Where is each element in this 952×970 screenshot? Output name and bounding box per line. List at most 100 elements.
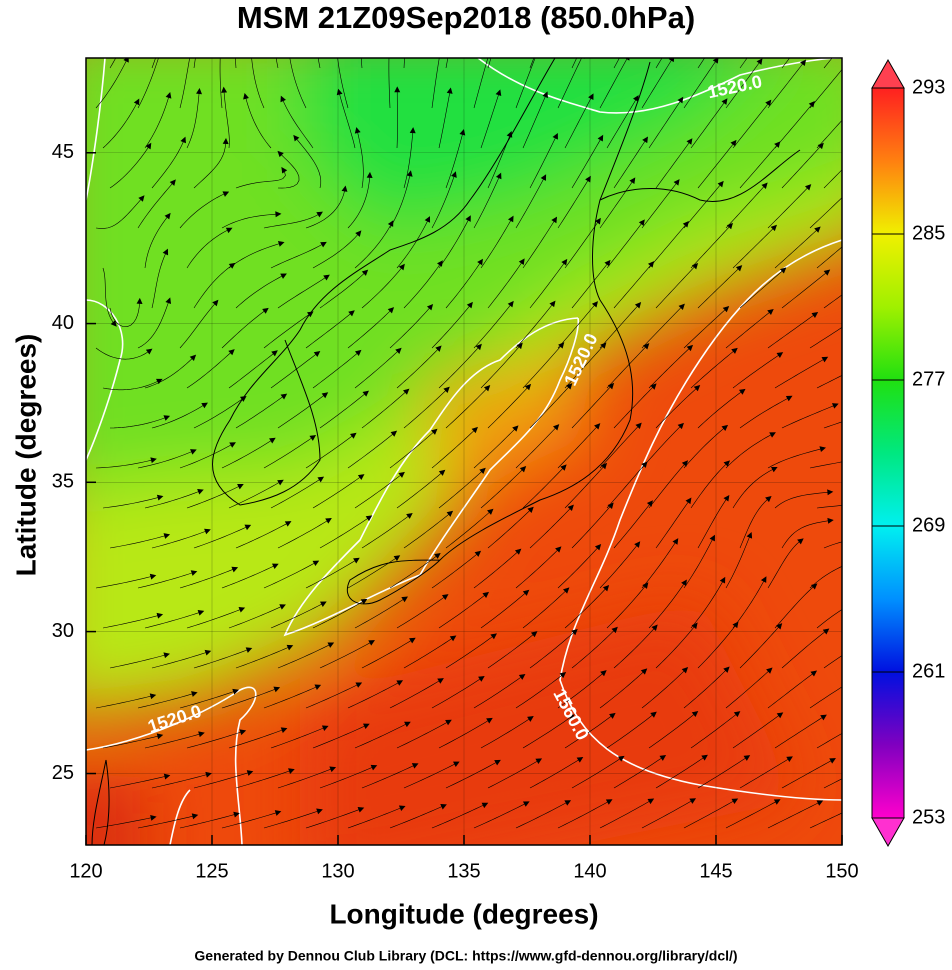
streamline-arrow [398, 805, 406, 811]
streamline [725, 434, 772, 469]
streamline-arrow [437, 678, 444, 684]
streamline-arrow [864, 718, 870, 723]
streamline [403, 763, 455, 789]
streamline-arrow [424, 216, 431, 223]
streamline [277, 154, 300, 189]
streamline-arrow [370, 764, 378, 771]
streamline [487, 510, 530, 549]
streamline [641, 800, 692, 829]
streamline [487, 58, 492, 69]
streamline-arrow [284, 521, 292, 527]
streamline-arrow [677, 422, 684, 430]
streamline [319, 767, 373, 789]
streamline [137, 302, 169, 349]
streamline-arrow [277, 479, 284, 486]
streamline [648, 348, 690, 389]
streamline [151, 58, 156, 69]
streamline [228, 353, 274, 389]
streamline [438, 471, 482, 509]
streamline-arrow [245, 647, 253, 653]
streamline [781, 760, 832, 789]
streamline-arrow [647, 798, 655, 805]
streamline-arrow [293, 134, 300, 142]
streamline-arrow [524, 383, 532, 391]
streamline-arrow [280, 273, 287, 279]
streamline [403, 264, 440, 309]
streamline [571, 758, 621, 789]
streamline [641, 426, 681, 469]
streamline-arrow [735, 265, 743, 272]
streamline-arrow [770, 18, 775, 24]
streamline [606, 465, 644, 509]
streamline [599, 801, 650, 829]
streamline-arrow [823, 269, 831, 276]
streamline [781, 631, 826, 669]
streamline-arrow [771, 466, 778, 473]
streamline [767, 541, 800, 589]
streamline [137, 58, 159, 109]
streamline [396, 722, 447, 749]
streamline-arrow [643, 343, 650, 350]
streamline [564, 222, 598, 269]
streamline-arrow [561, 258, 568, 266]
streamline [515, 802, 567, 829]
streamline [473, 429, 515, 469]
streamline-arrow [238, 606, 246, 613]
streamline-arrow [360, 598, 368, 605]
streamline [613, 504, 650, 549]
streamline-arrow [398, 263, 405, 271]
streamline-arrow [730, 139, 737, 147]
streamline [697, 144, 734, 189]
streamline [389, 806, 442, 829]
streamline-arrow [475, 343, 482, 351]
streamline-arrow [522, 589, 530, 596]
streamline-arrow [133, 13, 138, 19]
streamline-arrow [530, 631, 538, 638]
streamline-arrow [677, 96, 684, 104]
streamline [221, 689, 275, 709]
streamline-arrow [487, 49, 492, 55]
streamline [725, 312, 770, 349]
streamline-arrow [516, 342, 523, 350]
streamline [648, 464, 685, 509]
streamline-arrow [738, 388, 746, 395]
streamline-arrow [145, 348, 153, 355]
streamline-arrow [605, 799, 613, 805]
streamline [648, 101, 681, 149]
streamline-arrow [765, 99, 772, 107]
streamline [102, 103, 137, 149]
streamline [179, 58, 190, 109]
streamline [361, 392, 406, 429]
streamline-arrow [401, 596, 408, 603]
streamline [599, 545, 637, 589]
streamline [697, 391, 742, 429]
streamline-arrow [549, 300, 556, 308]
streamline [296, 139, 322, 189]
streamline [228, 606, 281, 629]
streamline-arrow [321, 392, 329, 399]
streamline-arrow [861, 144, 866, 149]
streamline-arrow [280, 727, 288, 734]
streamline-arrow [483, 385, 491, 392]
streamline [816, 505, 842, 509]
streamline [431, 678, 481, 709]
streamline-arrow [363, 723, 370, 729]
streamline-arrow [474, 550, 482, 557]
streamline-arrow [507, 215, 514, 223]
streamline-arrow [719, 576, 726, 584]
streamline-arrow [188, 48, 193, 53]
streamline [361, 765, 414, 789]
streamline [319, 642, 371, 669]
streamline [317, 58, 321, 69]
streamline [396, 597, 445, 629]
streamline [438, 220, 469, 269]
streamline-arrow [409, 127, 416, 134]
streamline [270, 727, 324, 749]
streamline [431, 554, 477, 589]
streamline [683, 309, 726, 349]
streamline-arrow [287, 50, 292, 55]
streamline-arrow [821, 356, 829, 363]
streamline-arrow [594, 423, 601, 430]
footer: Generated by Dennou Club Library (DCL: h… [194, 948, 737, 964]
streamline-arrow [701, 754, 708, 761]
